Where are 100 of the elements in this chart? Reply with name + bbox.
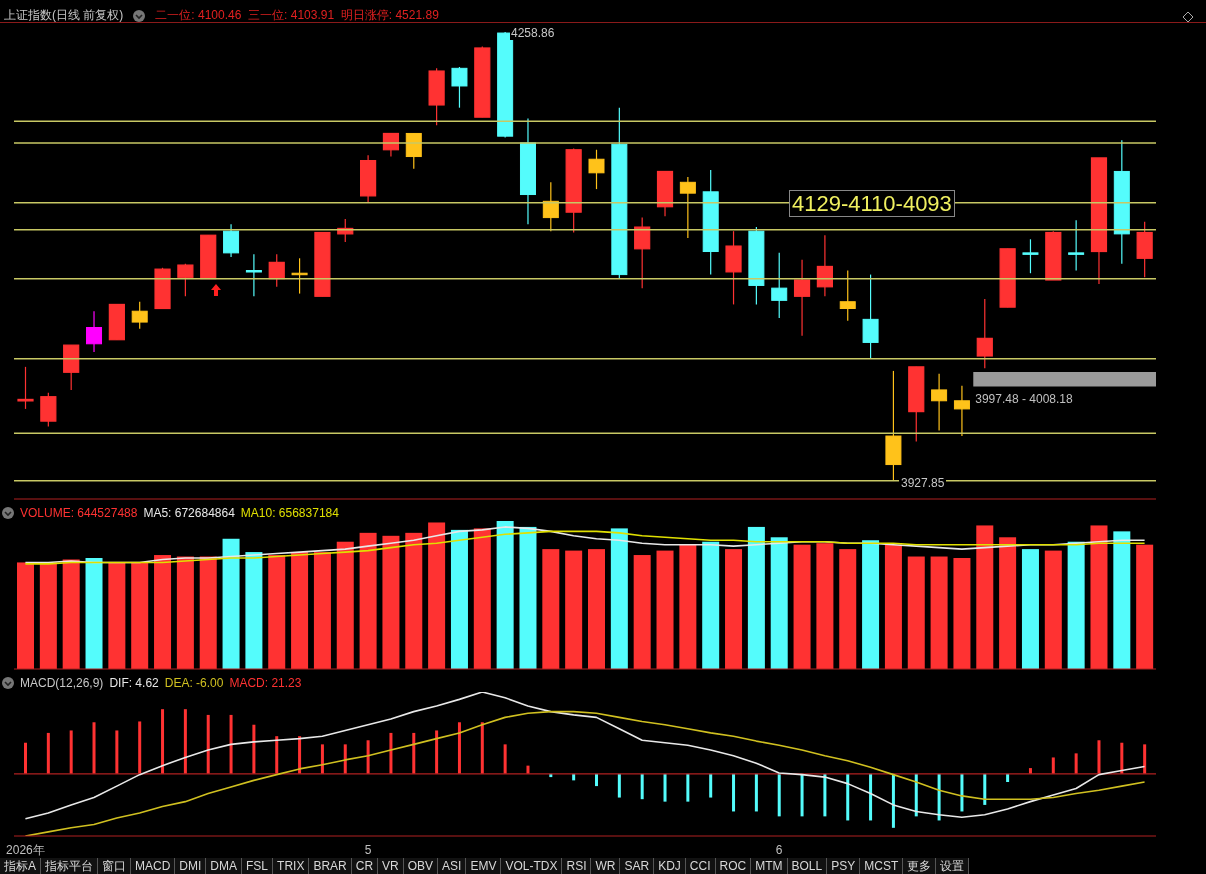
text: PSY <box>827 858 861 874</box>
text: VOLUME: 644527488 <box>20 506 138 520</box>
bar <box>268 555 286 669</box>
bar <box>108 562 126 669</box>
text: 窗口 <box>98 858 132 874</box>
bar <box>656 550 674 669</box>
candlestick <box>268 253 285 288</box>
bar <box>519 526 537 669</box>
candlestick <box>793 259 811 337</box>
annotation: 3927.85 <box>899 476 947 490</box>
bar <box>862 540 880 669</box>
text: TRIX <box>273 858 310 874</box>
candlestick <box>1022 238 1039 274</box>
bar <box>891 773 895 828</box>
bar <box>565 550 583 669</box>
text: MA10: 656837184 <box>240 506 339 520</box>
text: DMI <box>175 858 207 874</box>
text: VR <box>378 858 404 874</box>
bar <box>777 773 781 817</box>
bar <box>1090 525 1108 669</box>
bar <box>405 532 423 669</box>
text: DEA: -6.00 <box>164 676 224 690</box>
bar <box>457 722 461 774</box>
bar <box>69 730 73 774</box>
bar <box>343 744 347 774</box>
bar <box>663 773 667 802</box>
bar <box>633 555 651 669</box>
bar <box>1120 742 1124 774</box>
text: 指标A <box>0 858 42 874</box>
text: SAR <box>620 858 655 874</box>
bar <box>732 773 736 812</box>
bar <box>176 556 194 669</box>
bar <box>770 537 788 669</box>
bar <box>976 525 994 669</box>
bar <box>275 736 279 774</box>
bar <box>640 773 644 800</box>
bar <box>1113 531 1131 669</box>
bar <box>754 773 758 812</box>
candlestick <box>245 253 262 297</box>
text: MCST <box>860 858 904 874</box>
bar <box>747 526 765 669</box>
bar <box>725 549 743 669</box>
bar <box>222 538 240 669</box>
band-label: 3997.48 - 4008.18 <box>975 391 1074 406</box>
bar <box>320 744 324 774</box>
bar <box>161 709 165 774</box>
bar <box>503 744 507 774</box>
bar <box>229 714 233 774</box>
bar <box>679 544 697 669</box>
candlestick <box>816 234 833 297</box>
bar <box>115 730 119 774</box>
bar <box>428 522 446 669</box>
text: KDJ <box>654 858 686 874</box>
text: 更多 <box>903 858 937 874</box>
candlestick <box>86 310 103 353</box>
bar <box>92 722 96 774</box>
candlestick <box>862 273 879 360</box>
chart-title: 上证指数(日线 前复权) <box>4 7 124 24</box>
bar <box>914 773 918 817</box>
annotation: 4129-4110-4093 <box>789 190 955 217</box>
bar <box>1006 773 1010 782</box>
candlestick <box>451 66 468 109</box>
bar <box>549 773 553 778</box>
bar <box>39 562 57 669</box>
bar <box>1097 740 1101 774</box>
text: FSL <box>242 858 274 874</box>
text: BOLL <box>787 858 828 874</box>
candlestick <box>223 223 240 258</box>
candlestick <box>976 298 993 369</box>
bar <box>823 773 827 817</box>
candlestick <box>679 176 696 239</box>
bar <box>617 773 621 798</box>
candlestick <box>17 366 34 410</box>
bar <box>24 742 27 774</box>
text: CR <box>351 858 379 874</box>
text: VOL-TDX <box>501 858 563 874</box>
bar <box>709 773 713 798</box>
text: MACD: 21.23 <box>229 676 302 690</box>
bar <box>884 544 902 669</box>
candlestick <box>405 132 422 170</box>
candlestick <box>1068 219 1085 272</box>
bar <box>291 552 309 669</box>
bar <box>793 544 811 669</box>
bar <box>816 543 834 669</box>
bar <box>183 709 187 774</box>
candlestick <box>542 181 559 232</box>
bar <box>588 549 605 669</box>
bar <box>389 732 393 774</box>
candlestick <box>131 301 148 330</box>
bar <box>937 773 941 821</box>
bar <box>846 773 850 821</box>
bar <box>245 552 263 669</box>
bar <box>595 773 598 787</box>
text: MA5: 672684864 <box>143 506 235 520</box>
text: 指标平台 <box>41 858 99 874</box>
x-tick-label: 6 <box>775 843 783 857</box>
bar <box>869 773 873 821</box>
chart-title: MACD(12,26,9) <box>20 676 104 690</box>
bar <box>496 521 514 669</box>
bar <box>206 714 210 774</box>
